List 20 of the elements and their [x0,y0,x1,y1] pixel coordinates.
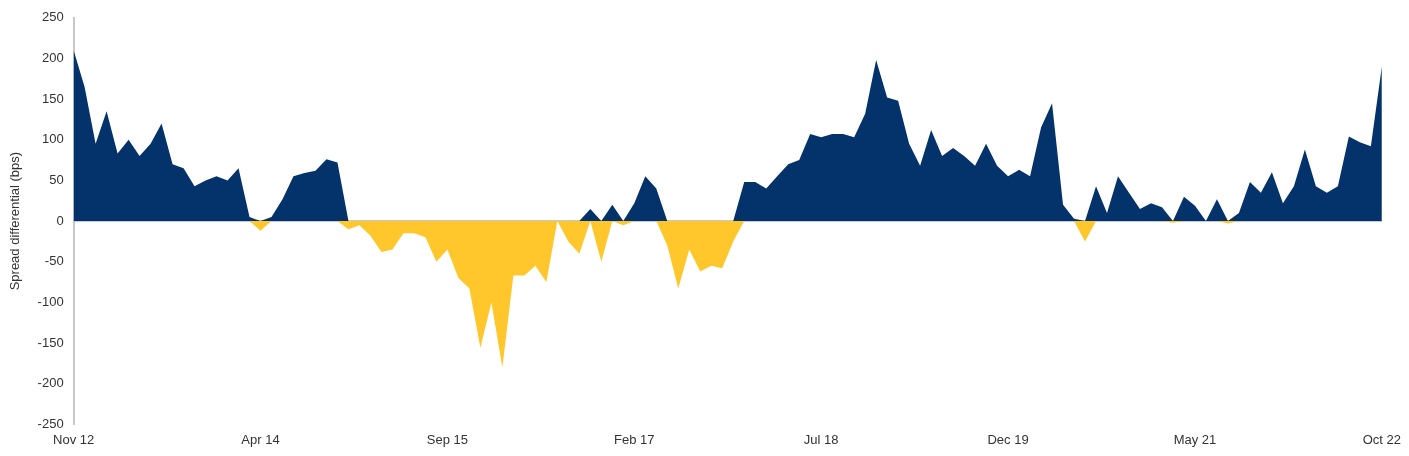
y-axis-title: Spread differential (bps) [7,151,23,291]
y-tick-label: 200 [41,50,64,66]
y-tick-label: 100 [41,131,64,147]
y-tick-label: 250 [41,9,64,25]
y-tick-label: 50 [49,172,64,188]
x-tick-label: Jul 18 [803,431,839,447]
x-tick-label: Sep 15 [426,431,468,447]
x-tick-label: May 21 [1173,431,1217,447]
y-tick-label: -50 [44,253,64,269]
y-tick-label: -250 [37,415,64,431]
x-tick-label: Dec 19 [987,431,1029,447]
y-tick-label: 150 [41,90,64,106]
y-tick-label: 0 [56,212,64,228]
x-tick-label: Nov 12 [53,431,95,447]
x-tick-label: Oct 22 [1362,431,1401,447]
x-tick-label: Apr 14 [241,431,280,447]
y-tick-label: -100 [37,294,64,309]
x-tick-label: Feb 17 [614,431,655,447]
y-tick-label: -200 [37,375,64,391]
y-tick-label: -150 [37,334,64,350]
